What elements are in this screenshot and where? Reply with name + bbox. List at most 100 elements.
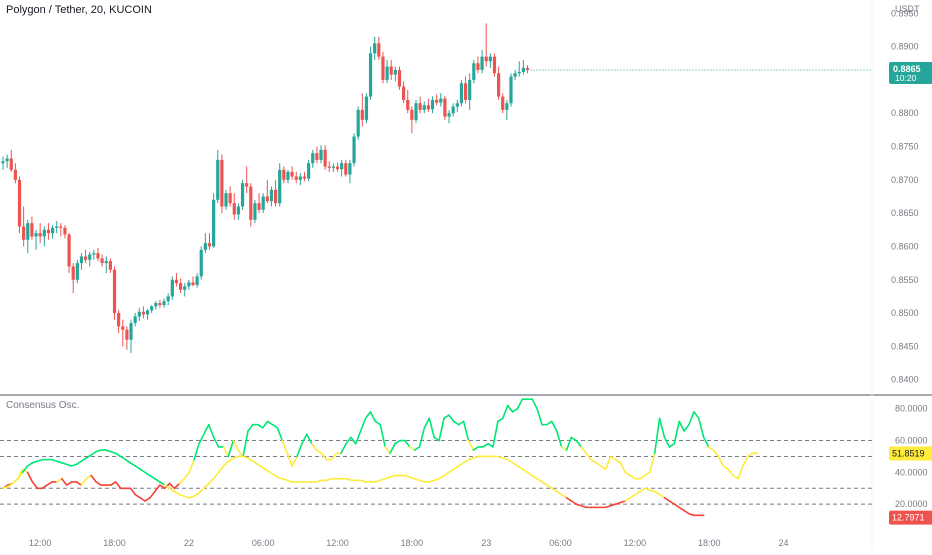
osc-segment	[340, 442, 347, 455]
osc-segment	[604, 455, 612, 470]
osc-segment	[536, 407, 543, 426]
candle	[178, 278, 183, 294]
candle	[488, 53, 492, 68]
candle-body	[311, 153, 315, 164]
candle	[125, 326, 129, 350]
candle-body	[245, 183, 249, 187]
candle-body	[513, 73, 517, 77]
candle	[129, 319, 133, 354]
osc-segment	[374, 420, 382, 426]
osc-segment	[570, 500, 578, 505]
price-tick-label: 0.8500	[891, 308, 919, 318]
osc-tick-label: 40.0000	[895, 467, 928, 477]
candle-body	[75, 263, 79, 280]
osc-segment	[26, 462, 34, 467]
osc-segment	[653, 490, 661, 496]
candle-body	[356, 109, 360, 137]
candle-body	[402, 86, 406, 100]
price-tick-label: 0.8650	[891, 208, 919, 218]
candle-body	[26, 223, 30, 240]
candle	[294, 171, 298, 184]
candle-body	[84, 256, 88, 260]
candle	[290, 166, 294, 180]
osc-segment	[256, 423, 264, 429]
osc-segment	[198, 487, 205, 494]
candle	[418, 96, 422, 114]
candle-body	[315, 153, 319, 160]
time-tick-label: 18:00	[401, 538, 424, 548]
price-badge-value: 0.8865	[893, 64, 921, 74]
osc-segment	[2, 485, 9, 490]
candle-body	[79, 256, 84, 264]
osc-segment	[570, 436, 578, 442]
osc-segment	[198, 433, 205, 445]
osc-tick-label: 60.0000	[895, 436, 928, 446]
osc-segment	[134, 493, 141, 499]
osc-segment	[247, 457, 254, 463]
candle	[513, 69, 517, 80]
osc-segment	[222, 460, 230, 467]
osc-segment	[183, 471, 190, 480]
candle-body	[129, 323, 133, 340]
candle-body	[414, 103, 418, 120]
osc-segment	[555, 430, 563, 448]
osc-segment	[433, 477, 440, 482]
osc-segment	[320, 452, 328, 461]
osc-segment	[565, 497, 573, 502]
osc-segment	[232, 455, 239, 459]
candle	[104, 256, 108, 274]
osc-segment	[580, 446, 587, 455]
osc-segment	[585, 452, 592, 461]
osc-segment	[286, 452, 293, 467]
osc-segment	[119, 455, 127, 461]
osc-segment	[384, 446, 391, 455]
osc-segment	[737, 465, 744, 480]
osc-segment	[423, 417, 431, 429]
candle-body	[112, 269, 117, 314]
osc-segment	[663, 497, 671, 502]
candle	[191, 276, 195, 287]
candle	[269, 186, 274, 207]
candle	[443, 95, 447, 120]
osc-segment	[497, 455, 504, 459]
candle	[426, 98, 430, 112]
osc-segment	[580, 504, 587, 509]
osc-series-rsi	[2, 398, 759, 502]
osc-segment	[609, 455, 617, 461]
osc-badge-red-value: 12.7971	[892, 513, 925, 523]
candle	[79, 253, 84, 270]
osc-segment	[624, 471, 632, 477]
candle	[199, 246, 203, 280]
osc-segment	[389, 442, 396, 455]
osc-segment	[36, 458, 44, 463]
candle-body	[373, 43, 377, 54]
osc-segment	[722, 465, 730, 470]
candle-body	[207, 243, 212, 247]
candle	[480, 49, 484, 74]
candle	[216, 149, 220, 204]
candle	[34, 229, 38, 250]
candle-body	[220, 159, 224, 207]
osc-segment	[315, 479, 323, 483]
candle-body	[307, 163, 311, 179]
osc-segment	[516, 465, 524, 470]
candle	[154, 301, 158, 310]
candle-body	[426, 105, 430, 110]
osc-segment	[658, 493, 666, 499]
candle-body	[389, 66, 393, 75]
candle-body	[236, 206, 241, 215]
candle	[183, 283, 187, 297]
osc-segment	[266, 469, 274, 475]
candle	[133, 313, 137, 327]
candle-body	[34, 233, 38, 237]
candle-body	[393, 69, 397, 75]
candle	[195, 273, 199, 288]
candle-body	[397, 69, 402, 87]
candle	[476, 56, 480, 74]
osc-segment	[501, 457, 509, 461]
candle-body	[406, 99, 410, 110]
candle	[141, 306, 146, 319]
candle	[245, 166, 249, 194]
osc-segment	[565, 436, 573, 451]
